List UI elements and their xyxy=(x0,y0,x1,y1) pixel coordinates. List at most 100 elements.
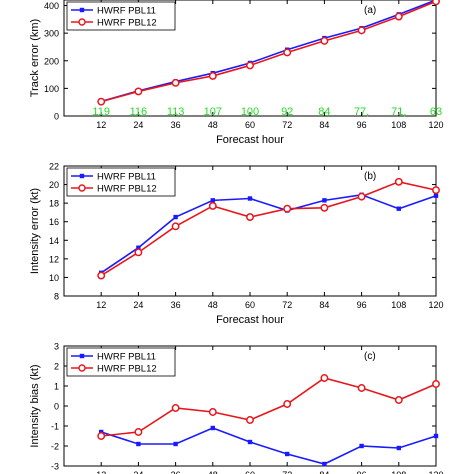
legend-marker-circle xyxy=(78,364,86,372)
legend-entry: HWRF PBL12 xyxy=(97,184,157,195)
y-tick-label: 2 xyxy=(54,362,59,372)
panel-a: 12 24 36 48 60 72 84 96 108 120 0 100 200 300 400 Forec… xyxy=(29,0,444,146)
y-tick-label: 0 xyxy=(54,402,59,412)
data-point-circle xyxy=(394,12,403,21)
data-point-circle xyxy=(283,400,292,408)
sample-count-label: 77, xyxy=(354,106,369,118)
x-tick-label: 72 xyxy=(282,470,292,474)
x-tick-label: 84 xyxy=(319,470,329,474)
x-tick-label: 60 xyxy=(245,470,255,474)
data-point-circle xyxy=(171,78,180,87)
data-point-circle xyxy=(432,380,440,388)
data-point-square xyxy=(359,443,364,449)
sample-count-label: 63 xyxy=(430,106,442,118)
y-axis-label: Intensity bias (kt) xyxy=(29,364,41,447)
legend-marker-circle xyxy=(78,184,86,192)
data-point-square xyxy=(99,429,104,435)
data-point-square xyxy=(433,193,439,198)
x-tick-label: 84 xyxy=(319,300,329,310)
x-tick-label: 96 xyxy=(357,470,367,474)
data-point-circle xyxy=(246,61,254,70)
y-tick-label: 0 xyxy=(54,112,59,122)
x-axis-label: Forecast hour xyxy=(216,134,284,146)
y-tick-label: 12 xyxy=(49,254,59,264)
x-tick-label: 108 xyxy=(391,470,406,474)
data-point-circle xyxy=(394,396,403,404)
x-tick-label: 72 xyxy=(282,300,292,310)
data-point-circle xyxy=(208,201,217,210)
y-tick-label: 16 xyxy=(49,217,59,227)
data-point-circle xyxy=(320,374,329,382)
x-tick-label: 24 xyxy=(133,470,143,474)
data-point-square xyxy=(210,198,215,203)
data-point-circle xyxy=(97,432,106,440)
data-point-circle xyxy=(208,408,217,416)
data-point-circle xyxy=(134,248,143,257)
data-point-circle xyxy=(246,213,254,222)
legend-entry: HWRF PBL11 xyxy=(97,352,156,363)
data-point-square xyxy=(247,439,253,445)
sample-count-label: 116 xyxy=(130,106,148,118)
x-tick-label: 96 xyxy=(357,120,367,130)
data-point-circle xyxy=(283,204,292,213)
sample-count-label: 71, xyxy=(391,106,406,118)
data-point-square xyxy=(285,451,290,457)
legend-marker-square xyxy=(79,173,85,179)
x-tick-label: 12 xyxy=(96,300,106,310)
x-tick-label: 24 xyxy=(133,120,143,130)
x-tick-label: 96 xyxy=(357,300,367,310)
data-point-square xyxy=(322,461,327,467)
legend-marker-square xyxy=(79,353,85,359)
data-point-circle xyxy=(320,36,329,45)
y-tick-label: 200 xyxy=(44,56,59,66)
data-point-circle xyxy=(283,48,292,57)
data-point-square xyxy=(433,433,439,439)
legend-entry: HWRF PBL12 xyxy=(97,18,157,29)
sample-count-label: 107 xyxy=(204,106,222,118)
series-line-2 xyxy=(101,377,437,437)
sample-count-label: 100 xyxy=(241,106,259,118)
data-point-square xyxy=(136,245,141,250)
panel-label: (c) xyxy=(364,351,376,362)
series-line-2 xyxy=(100,180,437,277)
panel-b: 12 24 36 48 60 72 84 96 108 120 8 10 12 14 16 18 20 22 For… xyxy=(29,162,444,327)
y-tick-label: 10 xyxy=(49,273,59,283)
y-tick-label: 1 xyxy=(54,382,59,392)
x-tick-label: 60 xyxy=(245,120,255,130)
x-tick-label: 48 xyxy=(208,120,218,130)
data-point-square xyxy=(322,198,327,203)
y-tick-label: 22 xyxy=(49,162,59,172)
legend-box xyxy=(66,1,176,31)
series-line-1 xyxy=(100,427,437,465)
data-point-circle xyxy=(246,416,254,424)
y-tick-label: 300 xyxy=(44,29,59,39)
data-point-square xyxy=(173,441,178,447)
x-tick-label: 108 xyxy=(391,120,406,130)
x-tick-label: 12 xyxy=(96,470,106,474)
data-point-circle xyxy=(97,97,106,106)
legend-entry: HWRF PBL12 xyxy=(97,364,157,375)
y-tick-label: 3 xyxy=(54,342,59,352)
sample-count-label: 92 xyxy=(281,106,293,118)
series-line-1 xyxy=(100,193,437,274)
y-tick-label: -1 xyxy=(51,422,59,432)
data-point-square xyxy=(396,206,401,211)
legend-entry: HWRF PBL11 xyxy=(97,6,156,17)
x-tick-label: 12 xyxy=(96,120,106,130)
data-point-circle xyxy=(432,0,440,6)
legend-entry: HWRF PBL11 xyxy=(97,172,156,183)
x-axis-label: Forecast hour xyxy=(216,314,284,326)
x-tick-label: 60 xyxy=(245,300,255,310)
data-point-circle xyxy=(320,203,329,212)
data-point-square xyxy=(136,441,141,447)
y-tick-label: 8 xyxy=(54,292,59,302)
y-axis-label: Track error (km) xyxy=(29,19,41,97)
x-tick-label: 36 xyxy=(171,120,181,130)
y-tick-label: 20 xyxy=(49,180,59,190)
data-point-square xyxy=(210,425,215,431)
legend-box xyxy=(66,347,176,377)
x-tick-label: 108 xyxy=(391,300,406,310)
y-tick-label: 14 xyxy=(49,236,59,246)
